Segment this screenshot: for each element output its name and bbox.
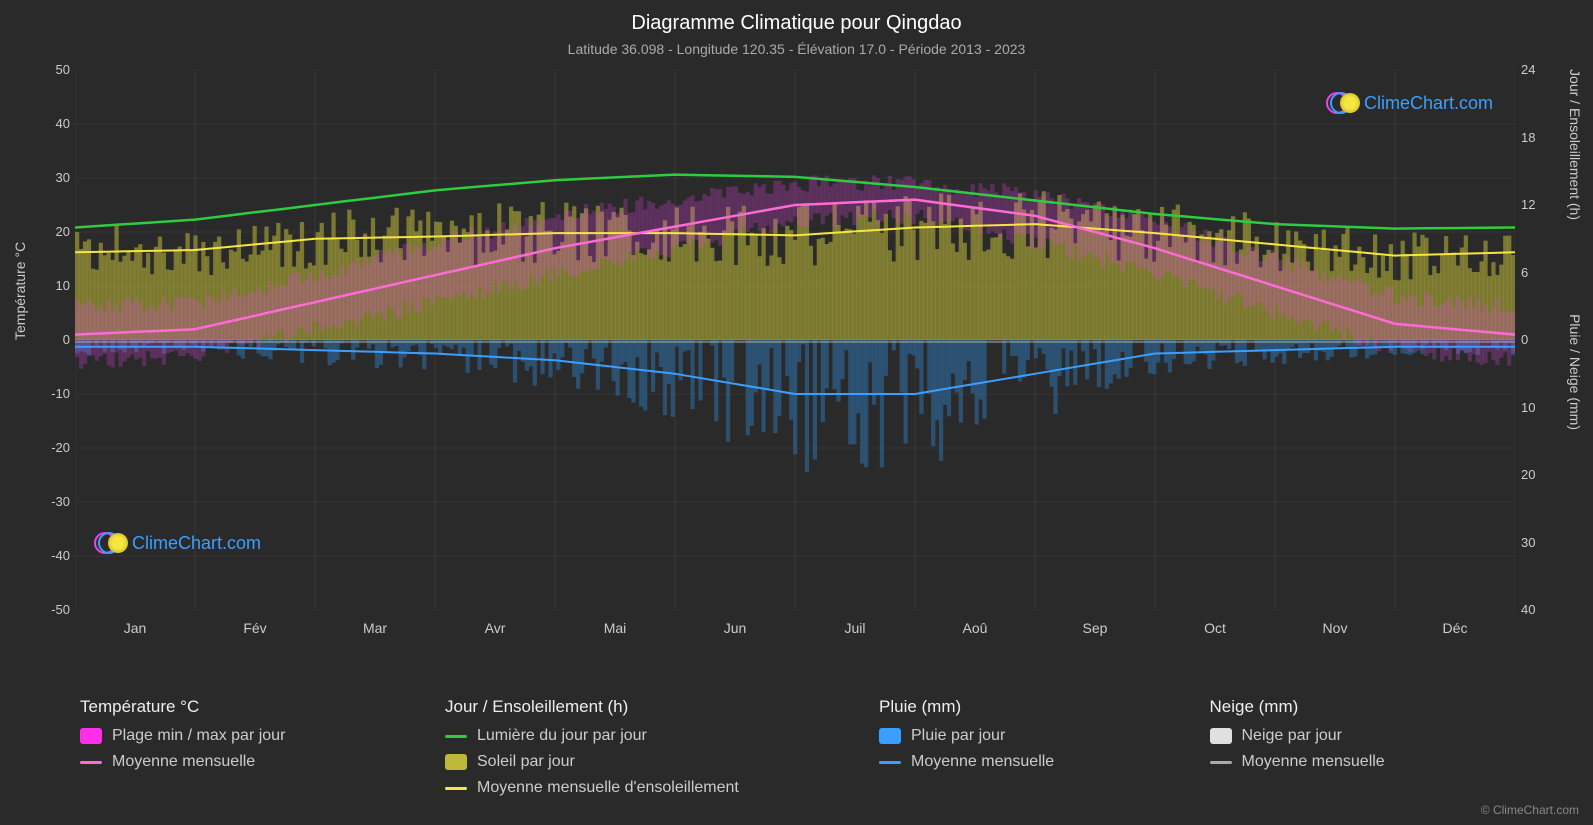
legend-group: Pluie (mm) Pluie par jour Moyenne mensuell… bbox=[879, 697, 1190, 805]
chart-subtitle: Latitude 36.098 - Longitude 120.35 - Élé… bbox=[0, 35, 1593, 57]
legend-swatch bbox=[445, 787, 467, 790]
left-tick: -50 bbox=[42, 602, 70, 617]
legend-item: Pluie par jour bbox=[879, 727, 1190, 745]
legend-item: Plage min / max par jour bbox=[80, 727, 425, 745]
left-tick: -40 bbox=[42, 548, 70, 563]
left-tick: 0 bbox=[42, 332, 70, 347]
logo-icon bbox=[100, 530, 126, 556]
left-tick: 50 bbox=[42, 62, 70, 77]
legend-group-title: Neige (mm) bbox=[1210, 697, 1521, 717]
legend-item: Moyenne mensuelle bbox=[879, 753, 1190, 771]
month-label: Sep bbox=[1065, 620, 1125, 636]
month-label: Aoû bbox=[945, 620, 1005, 636]
legend-group-title: Température °C bbox=[80, 697, 425, 717]
legend-label: Pluie par jour bbox=[911, 727, 1005, 745]
legend-label: Lumière du jour par jour bbox=[477, 727, 647, 745]
left-tick: 40 bbox=[42, 116, 70, 131]
legend-group: Jour / Ensoleillement (h) Lumière du jour… bbox=[445, 697, 859, 805]
right-tick-mm: 10 bbox=[1521, 400, 1545, 415]
chart-plot-area bbox=[75, 70, 1515, 610]
right-tick-hours: 18 bbox=[1521, 130, 1545, 145]
right-tick-hours: 12 bbox=[1521, 197, 1545, 212]
month-label: Déc bbox=[1425, 620, 1485, 636]
right-tick-hours: 24 bbox=[1521, 62, 1545, 77]
logo-text: ClimeChart.com bbox=[132, 533, 261, 554]
month-label: Jun bbox=[705, 620, 765, 636]
legend-label: Neige par jour bbox=[1242, 727, 1343, 745]
y-axis-left-label: Température °C bbox=[12, 242, 28, 340]
y-axis-right-top-label: Jour / Ensoleillement (h) bbox=[1567, 69, 1583, 220]
left-tick: -10 bbox=[42, 386, 70, 401]
legend-swatch bbox=[445, 754, 467, 770]
legend-swatch bbox=[879, 728, 901, 744]
legend-swatch bbox=[80, 761, 102, 764]
chart-title: Diagramme Climatique pour Qingdao bbox=[0, 0, 1593, 35]
right-tick-mm: 20 bbox=[1521, 467, 1545, 482]
month-label: Avr bbox=[465, 620, 525, 636]
legend-label: Moyenne mensuelle bbox=[112, 753, 255, 771]
logo-icon bbox=[1332, 90, 1358, 116]
legend-swatch bbox=[1210, 728, 1232, 744]
right-tick-hours: 0 bbox=[1521, 332, 1545, 347]
logo-bottom: ClimeChart.com bbox=[100, 530, 261, 556]
legend-group: Température °C Plage min / max par jour Mo… bbox=[80, 697, 425, 805]
legend-item: Soleil par jour bbox=[445, 753, 859, 771]
copyright-text: © ClimeChart.com bbox=[1481, 803, 1579, 817]
legend-group: Neige (mm) Neige par jour Moyenne mensuell… bbox=[1210, 697, 1521, 805]
legend-label: Plage min / max par jour bbox=[112, 727, 285, 745]
legend-swatch bbox=[879, 761, 901, 764]
legend-label: Soleil par jour bbox=[477, 753, 575, 771]
month-label: Fév bbox=[225, 620, 285, 636]
month-label: Jan bbox=[105, 620, 165, 636]
left-tick: -30 bbox=[42, 494, 70, 509]
month-label: Mar bbox=[345, 620, 405, 636]
legend-group-title: Jour / Ensoleillement (h) bbox=[445, 697, 859, 717]
left-tick: -20 bbox=[42, 440, 70, 455]
chart-svg bbox=[75, 70, 1515, 610]
month-label: Nov bbox=[1305, 620, 1365, 636]
month-label: Mai bbox=[585, 620, 645, 636]
legend-swatch bbox=[445, 735, 467, 738]
legend-label: Moyenne mensuelle bbox=[911, 753, 1054, 771]
legend-item: Moyenne mensuelle bbox=[80, 753, 425, 771]
right-tick-hours: 6 bbox=[1521, 265, 1545, 280]
y-axis-right-bottom-label: Pluie / Neige (mm) bbox=[1567, 314, 1583, 430]
legend: Température °C Plage min / max par jour Mo… bbox=[80, 697, 1520, 805]
legend-item: Neige par jour bbox=[1210, 727, 1521, 745]
legend-swatch bbox=[80, 728, 102, 744]
legend-label: Moyenne mensuelle d'ensoleillement bbox=[477, 779, 739, 797]
legend-label: Moyenne mensuelle bbox=[1242, 753, 1385, 771]
legend-group-title: Pluie (mm) bbox=[879, 697, 1190, 717]
right-tick-mm: 30 bbox=[1521, 535, 1545, 550]
legend-item: Moyenne mensuelle bbox=[1210, 753, 1521, 771]
legend-item: Moyenne mensuelle d'ensoleillement bbox=[445, 779, 859, 797]
legend-swatch bbox=[1210, 761, 1232, 764]
left-tick: 20 bbox=[42, 224, 70, 239]
logo-top: ClimeChart.com bbox=[1332, 90, 1493, 116]
left-tick: 10 bbox=[42, 278, 70, 293]
legend-item: Lumière du jour par jour bbox=[445, 727, 859, 745]
month-label: Oct bbox=[1185, 620, 1245, 636]
month-label: Juil bbox=[825, 620, 885, 636]
logo-text: ClimeChart.com bbox=[1364, 93, 1493, 114]
left-tick: 30 bbox=[42, 170, 70, 185]
right-tick-mm: 40 bbox=[1521, 602, 1545, 617]
